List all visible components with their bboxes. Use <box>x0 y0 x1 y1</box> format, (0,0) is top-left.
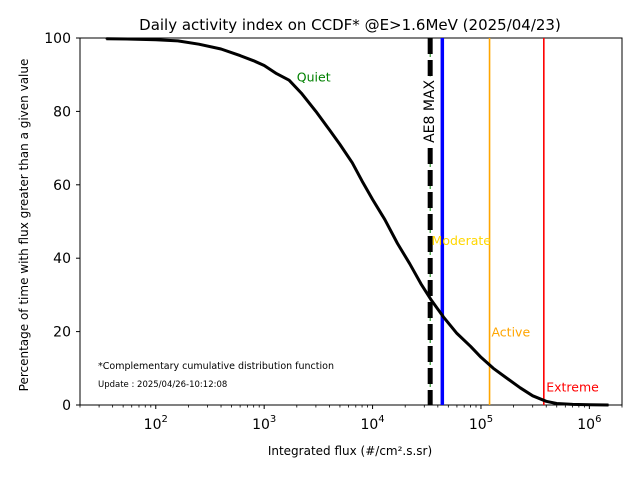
ccdf-point <box>607 404 610 406</box>
ccdf-point <box>263 64 266 67</box>
x-tick-label: 102 <box>144 414 168 433</box>
ccdf-point <box>420 283 422 285</box>
plot-frame <box>79 37 623 406</box>
plot-area <box>79 37 623 406</box>
chart-title: Daily activity index on CCDF* @E>1.6MeV … <box>139 16 561 34</box>
ccdf-point <box>442 316 445 318</box>
region-label-moderate: Moderate <box>432 233 492 248</box>
y-tick-label: 0 <box>62 398 71 414</box>
ccdf-point <box>519 387 521 389</box>
region-label-active: Active <box>491 325 530 340</box>
ccdf-point <box>328 129 331 131</box>
ccdf-point <box>555 402 558 405</box>
ccdf-point <box>371 198 374 201</box>
ccdf-point <box>275 72 278 75</box>
ccdf-point <box>239 54 241 57</box>
y-tick-label: 20 <box>53 325 71 341</box>
ccdf-point <box>469 345 472 348</box>
region-labels: Quiet Moderate Active Extreme AE8 MAX <box>297 70 599 395</box>
x-tick-label: 105 <box>469 414 493 433</box>
y-axis-label: Percentage of time with flux greater tha… <box>17 59 31 392</box>
ccdf-point <box>198 43 200 45</box>
ccdf-point <box>456 332 458 335</box>
y-tick-label: 80 <box>53 104 71 120</box>
ccdf-point <box>300 92 303 94</box>
x-tick-label: 104 <box>360 414 384 433</box>
ccdf-point <box>252 60 255 62</box>
ccdf-point <box>545 400 547 403</box>
ccdf-point <box>130 38 133 40</box>
ccdf-point <box>384 218 386 221</box>
y-tick-label: 60 <box>53 178 71 194</box>
ccdf-point <box>315 110 317 113</box>
ccdf-point <box>351 162 354 164</box>
y-tick-label: 40 <box>53 251 71 267</box>
series-group <box>105 37 610 407</box>
ccdf-point <box>480 356 482 359</box>
ccdf-point <box>571 403 574 406</box>
ccdf-point <box>339 143 341 146</box>
ccdf-point <box>531 395 534 397</box>
ccdf-footnote: *Complementary cumulative distribution f… <box>98 361 334 372</box>
y-tick-label: 100 <box>44 31 71 47</box>
axis-ticks: 0 20 40 60 80 100 102 103 104 105 106 <box>44 31 623 433</box>
ccdf-series-line <box>106 37 609 407</box>
ccdf-point <box>492 367 495 370</box>
region-label-quiet: Quiet <box>297 70 331 85</box>
ccdf-point <box>505 376 507 379</box>
ccdf-point <box>177 40 179 42</box>
ccdf-point <box>288 79 290 81</box>
x-tick-label: 103 <box>252 414 276 433</box>
ccdf-point <box>155 39 157 41</box>
x-tick-label: 106 <box>577 414 601 433</box>
ccdf-point <box>220 48 222 50</box>
ccdf-point <box>361 180 363 182</box>
ccdf-point <box>430 299 433 302</box>
ccdf-point <box>396 242 399 245</box>
ae8-max-label-bg <box>421 76 440 147</box>
update-timestamp: Update : 2025/04/26-10:12:08 <box>98 380 227 390</box>
ae8-max-label: AE8 MAX <box>422 79 438 142</box>
region-label-extreme: Extreme <box>546 380 599 395</box>
ccdf-point <box>408 262 411 265</box>
x-axis-label: Integrated flux (#/cm².s.sr) <box>268 444 432 458</box>
ccdf-point <box>105 37 108 40</box>
